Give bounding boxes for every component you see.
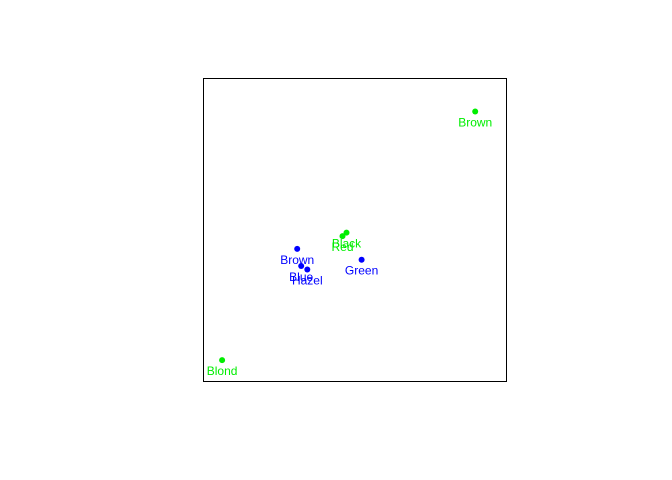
data-point-1-0 bbox=[294, 245, 301, 252]
data-label-1-1: Blue bbox=[289, 270, 313, 284]
data-point-1-2 bbox=[304, 266, 311, 273]
data-point-0-1 bbox=[472, 108, 479, 115]
data-point-1-3 bbox=[358, 256, 365, 263]
data-point-0-0 bbox=[343, 229, 350, 236]
data-label-1-0: Brown bbox=[280, 253, 314, 267]
data-label-1-3: Green bbox=[345, 264, 378, 278]
plot-frame bbox=[203, 78, 507, 382]
data-point-0-2 bbox=[339, 233, 346, 240]
data-point-1-1 bbox=[298, 263, 305, 269]
data-label-0-2: Red bbox=[331, 240, 353, 254]
data-label-0-0: Black bbox=[332, 237, 362, 251]
data-label-0-1: Brown bbox=[458, 116, 492, 130]
data-label-0-3: Blond bbox=[207, 364, 238, 378]
data-point-0-3 bbox=[219, 357, 226, 364]
data-label-1-2: Hazel bbox=[292, 274, 323, 288]
